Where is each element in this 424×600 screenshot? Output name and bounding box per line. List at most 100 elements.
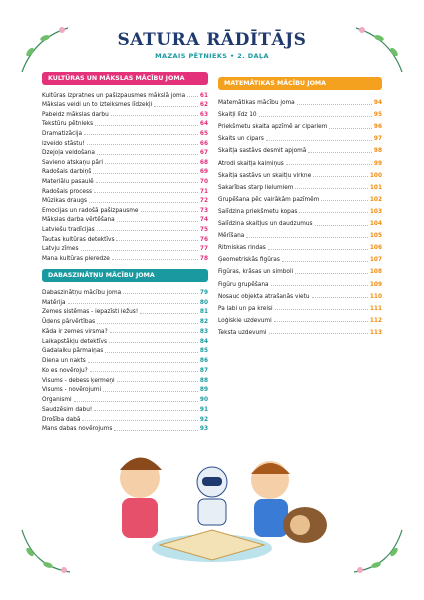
leader-dots	[116, 240, 198, 241]
leader-dots	[258, 115, 372, 117]
page-number: 78	[199, 255, 208, 262]
entry-title: Visums - novērojumi	[42, 387, 102, 394]
page-number: 103	[369, 208, 382, 215]
leader-dots	[87, 361, 198, 363]
entry-title: Dramatizācija	[42, 130, 83, 137]
leader-dots	[109, 342, 198, 343]
toc-entry: Priekšmetu skaita apzīmē ar cipariem 96	[218, 118, 382, 130]
page-number: 63	[199, 111, 208, 118]
entry-title: Radošais process	[42, 188, 93, 195]
entry-title: Tautas kultūras detektīvs	[42, 236, 115, 243]
entry-title: Matemātikas mācību joma	[218, 100, 295, 107]
entry-title: Zemes sistēmas - iepazīsti iežus!	[42, 309, 139, 316]
page-number: 74	[199, 217, 208, 224]
leader-dots	[296, 103, 372, 105]
entry-title: Sakarības starp lielumiem	[218, 184, 294, 191]
page-number: 88	[199, 377, 208, 384]
page-number: 72	[199, 198, 208, 205]
leader-dots	[82, 420, 198, 421]
entry-title: Ģeometriskās figūras	[218, 257, 280, 264]
entry-title: Dabaszinātņu mācību joma	[42, 289, 122, 296]
entry-title: Mākslas veidi un to izteiksmes līdzekļi	[42, 102, 153, 109]
toc-entry: Mērīšana 105	[218, 227, 382, 239]
section-title: KULTŪRAS UN MĀKSLAS MĀCĪBU JOMA	[42, 72, 208, 85]
title: SATURA RĀDĪTĀJS	[117, 30, 307, 50]
toc-entry: Ģeometriskās figūras 107	[218, 251, 382, 263]
leader-dots	[95, 124, 198, 126]
toc-entry: Figūru grupēšana 109	[218, 275, 382, 288]
leader-dots	[103, 390, 198, 392]
entry-title: Ūdens pārvērtības	[42, 319, 96, 325]
page-number: 105	[369, 233, 382, 240]
page-number: 67	[199, 150, 208, 157]
leader-dots	[111, 259, 198, 261]
entry-title: Salīdzina priekšmetu kopas	[218, 208, 298, 215]
toc-entry: Ko es novēroju? 87	[42, 364, 208, 374]
page-number: 82	[199, 319, 208, 325]
page-number: 98	[373, 148, 382, 155]
entry-title: Drošība dabā	[42, 416, 81, 423]
leader-dots	[96, 230, 198, 232]
toc-entry: Latviešu tradīcijas 75	[42, 223, 208, 233]
page-number: 87	[199, 367, 208, 374]
page-number: 75	[199, 226, 208, 233]
entry-title: Mana kultūras pieredze	[42, 255, 110, 262]
leader-dots	[140, 211, 198, 213]
entry-title: Saudzēsim dabu!	[42, 406, 93, 413]
leader-dots	[314, 224, 368, 226]
page-number: 96	[373, 124, 382, 131]
entry-title: Kāda ir zemes virsma?	[42, 328, 108, 335]
toc-section: KULTŪRAS UN MĀKSLAS MĀCĪBU JOMA Kultūras …	[42, 72, 208, 262]
toc-entry: Diena un nakts 86	[42, 354, 208, 364]
page-number: 71	[199, 188, 208, 195]
entry-title: Emocijas un radošā pašizpausme	[42, 207, 139, 214]
toc-entry: Visums - debess ķermeņi 88	[42, 374, 208, 384]
leader-dots	[329, 127, 372, 129]
toc-entry: Dramatizācija 65	[42, 127, 208, 137]
page-number: 101	[369, 184, 382, 191]
section-title: MATEMĀTIKAS MĀCĪBU JOMA	[218, 77, 382, 90]
toc-entry: Salīdzina skaitļus un daudzumus 104	[218, 215, 382, 227]
entry-title: Diena un nakts	[42, 358, 86, 364]
page-number: 70	[199, 178, 208, 185]
entry-title: Atrodi skaitļa kaimiņus	[218, 160, 284, 167]
leader-dots	[94, 192, 198, 194]
page-number: 81	[199, 309, 208, 316]
page-number: 97	[373, 136, 382, 143]
entry-title: Skaitļi līdz 10	[218, 112, 257, 119]
entry-title: Priekšmetu skaita apzīmē ar cipariem	[218, 124, 328, 131]
page-number: 61	[199, 92, 208, 99]
illustration	[120, 457, 327, 562]
entry-title: Mans dabas novērojums	[42, 426, 113, 433]
toc-entry: Radošais darbiņš 69	[42, 166, 208, 175]
toc-entry: Laikapstākļu detektīvs 84	[42, 335, 208, 345]
leader-dots	[97, 322, 198, 324]
leader-dots	[86, 144, 198, 146]
toc-entry: Kultūras izpratnes un pašizpausmes māksl…	[42, 89, 208, 99]
entry-title: Laikapstākļu detektīvs	[42, 338, 107, 345]
page-number: 99	[373, 160, 382, 167]
page-number: 95	[373, 112, 382, 119]
page-number: 64	[199, 121, 208, 128]
leader-dots	[94, 410, 198, 412]
leader-dots	[285, 164, 372, 166]
page-number: 77	[199, 246, 208, 253]
toc-entry: Figūras, krāsas un simboli 108	[218, 263, 382, 275]
toc-entry: Salīdzina priekšmetu kopas 103	[218, 203, 382, 215]
toc-entry: Izveido stāstu! 66	[42, 137, 208, 147]
toc-section: MATEMĀTIKAS MĀCĪBU JOMA Matemātikas mācīb…	[218, 77, 382, 336]
toc-entry: Organismi 90	[42, 393, 208, 403]
entry-title: Pabeidz mākslas darbu	[42, 111, 109, 118]
entry-title: Skaitļa sastāvs desmit apjomā	[218, 148, 307, 155]
entry-title: Savieno atskaņu pāri	[42, 159, 103, 166]
entry-title: Nosauc objekta atrašanās vietu	[218, 293, 310, 300]
toc-entry: Saudzēsim dabu! 91	[42, 403, 208, 413]
toc-entry: Grupēšana pēc vairākām pazīmēm 102	[218, 191, 382, 203]
leader-dots	[270, 285, 368, 286]
subtitle: MAZAIS PĒTNIEKS • 2. DAĻA	[155, 52, 269, 60]
leader-dots	[84, 134, 198, 136]
page-number: 94	[373, 100, 382, 107]
toc-entry: Mana kultūras pieredze 78	[42, 252, 208, 262]
toc-entry: Skaits un cipars 97	[218, 130, 382, 142]
page-number: 66	[199, 140, 208, 147]
